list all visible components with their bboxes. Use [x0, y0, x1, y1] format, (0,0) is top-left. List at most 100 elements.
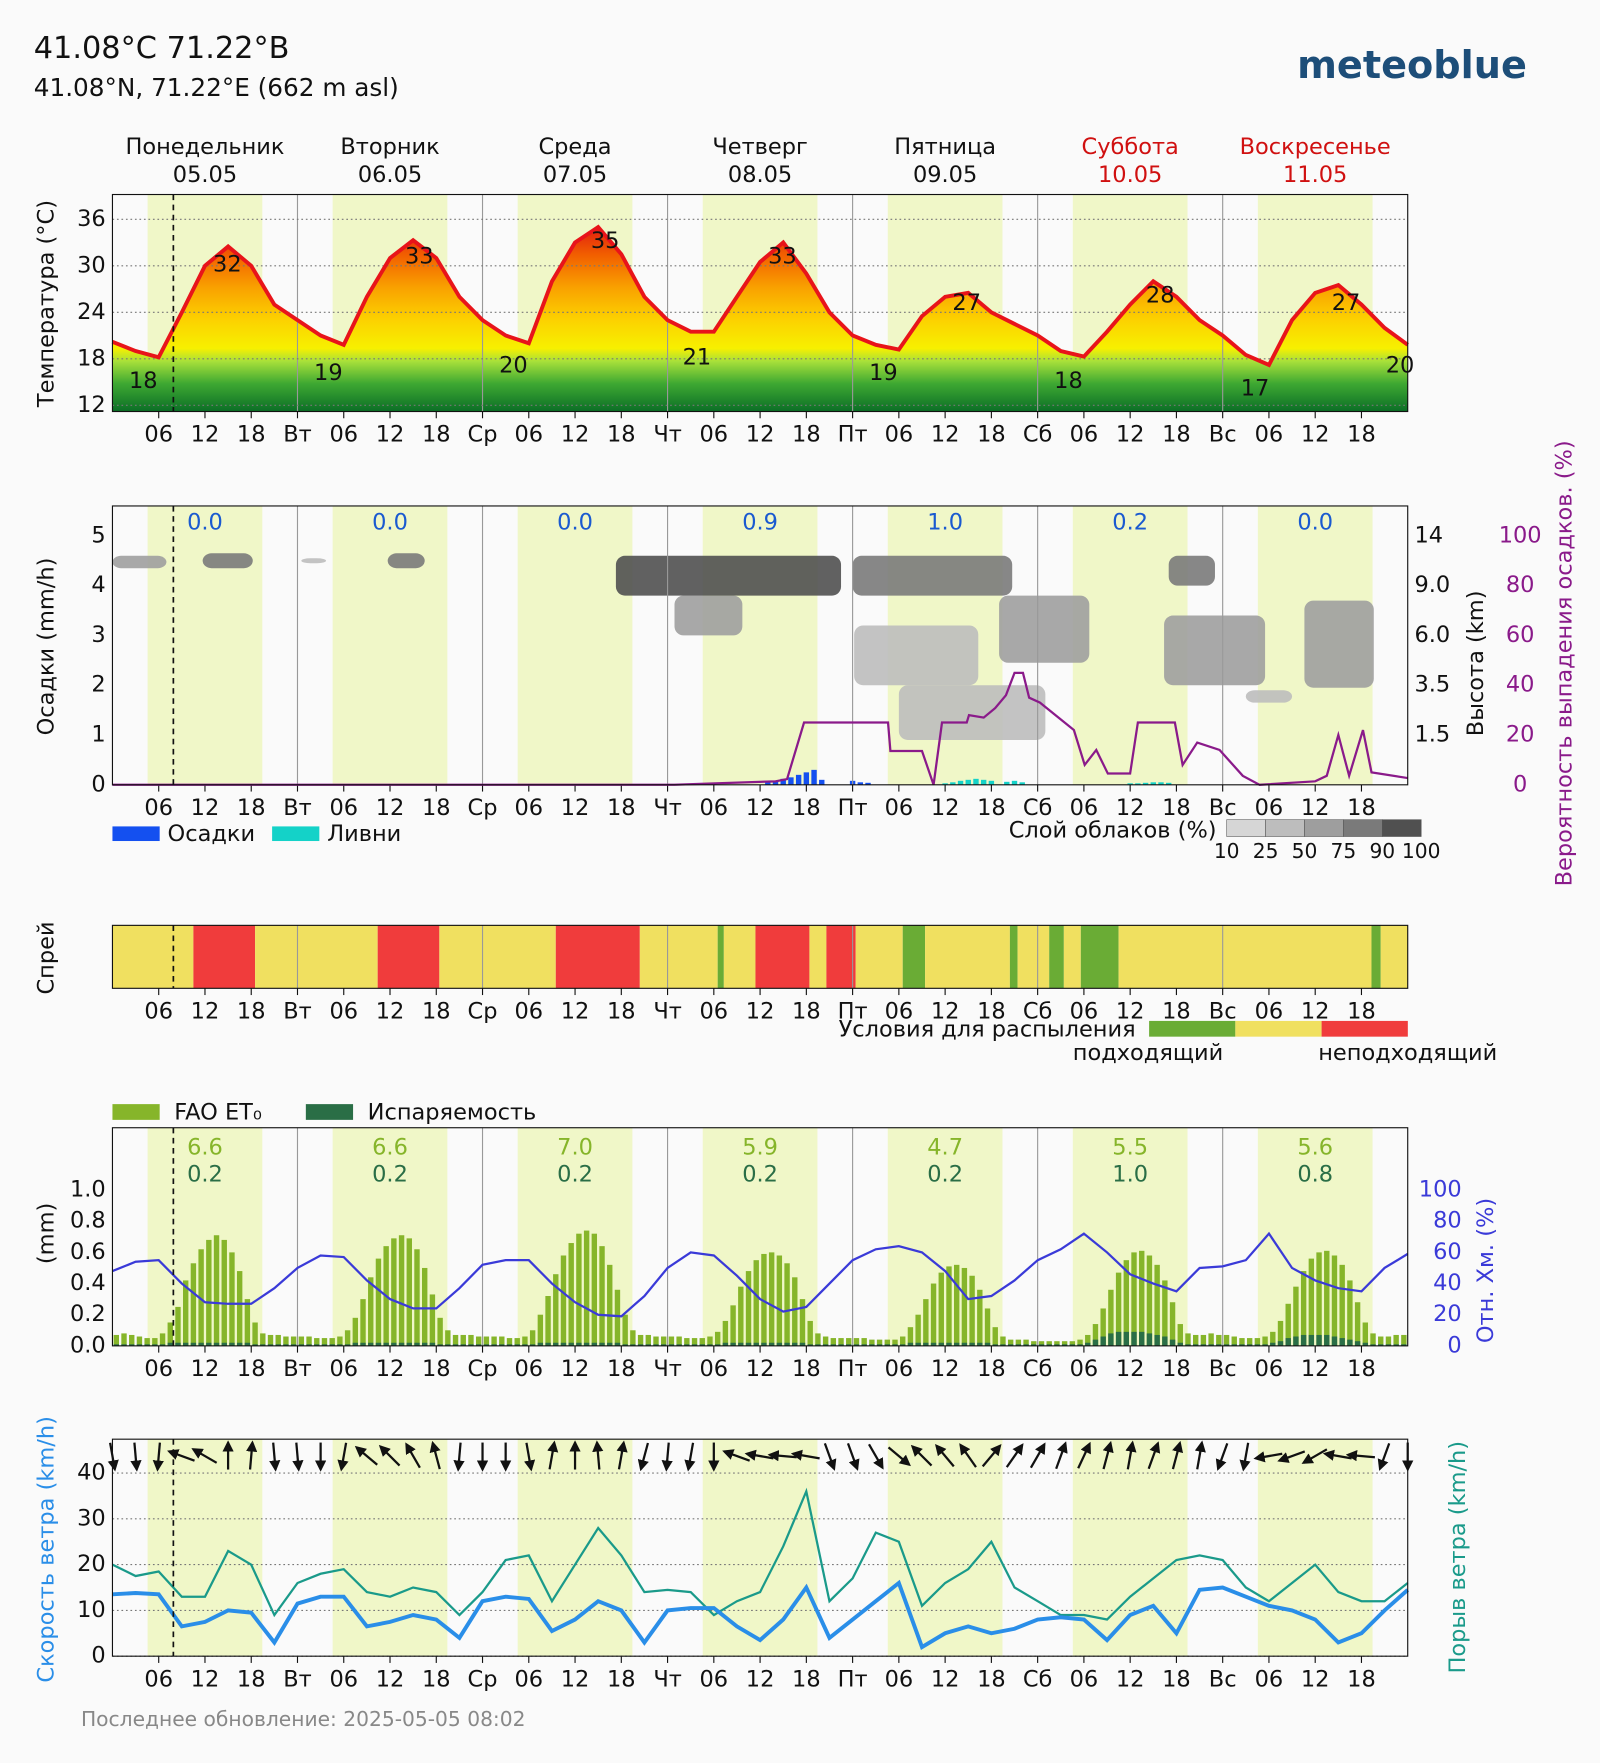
evaporation-bar — [614, 1342, 621, 1346]
x-tick-label: 06 — [514, 998, 543, 1024]
wind-arrow — [1277, 1450, 1306, 1463]
et0-bar — [1015, 1339, 1022, 1346]
wind-arrow — [959, 1443, 977, 1468]
y-tick-label: 4 — [91, 572, 105, 598]
et0-bar — [129, 1334, 135, 1346]
evaporation-bar — [1023, 1344, 1029, 1346]
et0-bar — [1277, 1320, 1284, 1346]
evaporation-bar — [607, 1342, 613, 1346]
evaporation-bar — [1192, 1344, 1199, 1346]
et0-bar — [121, 1333, 127, 1346]
et0-bar — [846, 1338, 852, 1346]
probability-line — [112, 671, 1408, 786]
et0-bar — [283, 1336, 289, 1346]
y-tick-label: 100 — [1499, 522, 1542, 548]
wind-arrow — [354, 1445, 378, 1466]
et0-bar — [869, 1339, 875, 1346]
et0-bar — [360, 1299, 366, 1346]
evaporation-bar — [591, 1342, 598, 1346]
et0-bar — [691, 1338, 698, 1346]
evaporation-bar — [475, 1344, 482, 1346]
precip-bar — [957, 780, 964, 785]
wind-arrow — [1102, 1440, 1114, 1470]
et0-bar — [1300, 1271, 1307, 1346]
et0-bar — [1139, 1250, 1145, 1346]
wind-arrow — [191, 1448, 218, 1464]
title: 41.08°C 71.22°B — [34, 31, 290, 66]
evaporation-bar — [884, 1344, 890, 1346]
et0-bar — [792, 1277, 798, 1346]
spray-segment — [1080, 925, 1119, 989]
spray-segment — [1371, 925, 1381, 989]
wind-speed-line — [112, 1579, 1410, 1650]
et0-bar — [1262, 1336, 1268, 1346]
spray-segment — [1063, 925, 1081, 989]
max-label: 27 — [1332, 290, 1361, 316]
evaporation-bar — [452, 1344, 459, 1346]
et0-bar — [167, 1322, 173, 1346]
cloud-layer — [1304, 600, 1374, 688]
evaporation-bar — [714, 1344, 721, 1346]
et0-bar — [861, 1338, 867, 1346]
et0-bar — [1154, 1264, 1160, 1346]
x-tick-label: 12 — [746, 998, 775, 1024]
evaporation-bar — [1262, 1344, 1268, 1346]
evaporation-bar — [846, 1344, 852, 1346]
temperature-area — [112, 227, 1408, 412]
evaporation-bar — [136, 1344, 143, 1346]
evaporation-bar — [668, 1344, 675, 1346]
et0-bar — [375, 1258, 382, 1346]
et0-bar — [144, 1338, 150, 1346]
x-tick-label: 18 — [607, 795, 636, 821]
precip-bar — [1019, 782, 1025, 785]
y-tick-label: 20 — [77, 1551, 106, 1577]
evaporation-bar — [290, 1344, 297, 1346]
x-tick-label: 06 — [1070, 422, 1099, 448]
et0-bar — [753, 1260, 759, 1346]
evaporation-bar — [1177, 1342, 1183, 1346]
x-tick-label: 18 — [977, 422, 1006, 448]
evaporation-bar — [1108, 1333, 1114, 1346]
evaporation-bar — [298, 1344, 305, 1346]
y-tick-label: 0 — [91, 1643, 105, 1669]
evaporation-bar — [144, 1344, 150, 1346]
precip-bar — [980, 779, 987, 785]
x-tick-label: 18 — [607, 998, 636, 1024]
x-tick-label: Вс — [1209, 1356, 1237, 1382]
evaporation-bar — [622, 1344, 628, 1346]
day-date: 05.05 — [173, 162, 237, 188]
evaporation-bar — [776, 1342, 783, 1346]
axis-label: Осадки (mm/h) — [34, 558, 60, 736]
y-tick-label: 60 — [1433, 1239, 1462, 1265]
et0-bar — [853, 1338, 860, 1346]
min-label: 17 — [1241, 376, 1270, 402]
y-tick-label: 36 — [77, 206, 106, 232]
y-tick-label: 14 — [1414, 522, 1443, 548]
evaporation-bar — [1077, 1344, 1083, 1346]
et0-bar — [252, 1322, 258, 1346]
x-tick-label: 06 — [144, 998, 173, 1024]
daylight-band — [702, 505, 818, 785]
et0-bar — [645, 1334, 651, 1346]
spray-legend-label: подходящий — [1073, 1040, 1223, 1066]
y-tick-label: 18 — [77, 345, 106, 371]
et0-bar — [607, 1264, 613, 1346]
daily-et0: 6.6 — [372, 1134, 408, 1160]
evaporation-bar — [815, 1344, 821, 1346]
x-tick-label: Сб — [1023, 1356, 1053, 1382]
cloud-layer — [112, 555, 167, 569]
et0-bar — [1270, 1331, 1276, 1346]
y-tick-label: 100 — [1419, 1177, 1462, 1203]
x-tick-label: Вт — [283, 1356, 312, 1382]
spray-legend-label: неподходящий — [1318, 1040, 1497, 1066]
wind-arrow — [661, 1442, 673, 1472]
evaporation-bar — [152, 1344, 158, 1346]
x-tick-label: 18 — [1347, 795, 1376, 821]
precip-bar — [973, 778, 979, 785]
et0-bar — [1347, 1280, 1353, 1346]
x-tick-label: 12 — [746, 1666, 775, 1692]
x-tick-label: Пт — [838, 795, 868, 821]
et0-bar — [1123, 1260, 1130, 1346]
et0-bar — [1393, 1334, 1399, 1346]
